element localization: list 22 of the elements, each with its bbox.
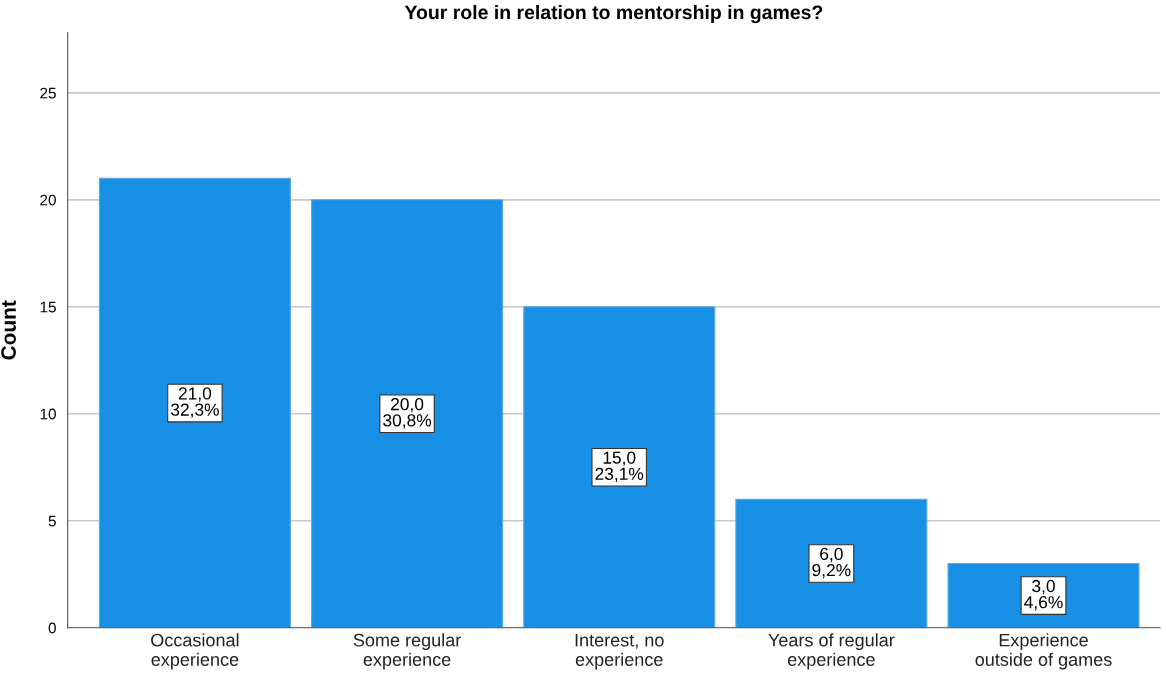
data-label: 3,0 4,6% (1024, 579, 1063, 611)
y-tick-label: 25 (40, 87, 56, 99)
x-tick-label: Some regular experience (353, 633, 461, 670)
y-tick-label: 10 (40, 408, 56, 420)
x-tick-label: Interest, no experience (575, 633, 664, 670)
bar (311, 199, 504, 628)
y-tick-label: 20 (40, 194, 56, 206)
y-tick-label: 5 (48, 515, 56, 527)
y-tick-label: 0 (48, 622, 56, 634)
bar (98, 177, 291, 628)
data-label: 20,0 30,8% (383, 398, 432, 429)
y-axis-title: Count (1, 300, 16, 360)
x-tick-label: Years of regular experience (768, 633, 895, 670)
bar (735, 498, 928, 628)
data-label: 6,0 9,2% (812, 547, 851, 579)
chart-title: Your role in relation to mentorship in games? (404, 4, 823, 24)
y-tick-label: 15 (40, 301, 56, 313)
x-tick-label: Experience outside of games (975, 633, 1112, 670)
bar (523, 306, 716, 628)
data-label: 15,0 23,1% (595, 451, 644, 483)
x-tick-label: Occasional experience (151, 633, 239, 670)
data-label: 21,0 32,3% (170, 387, 219, 418)
